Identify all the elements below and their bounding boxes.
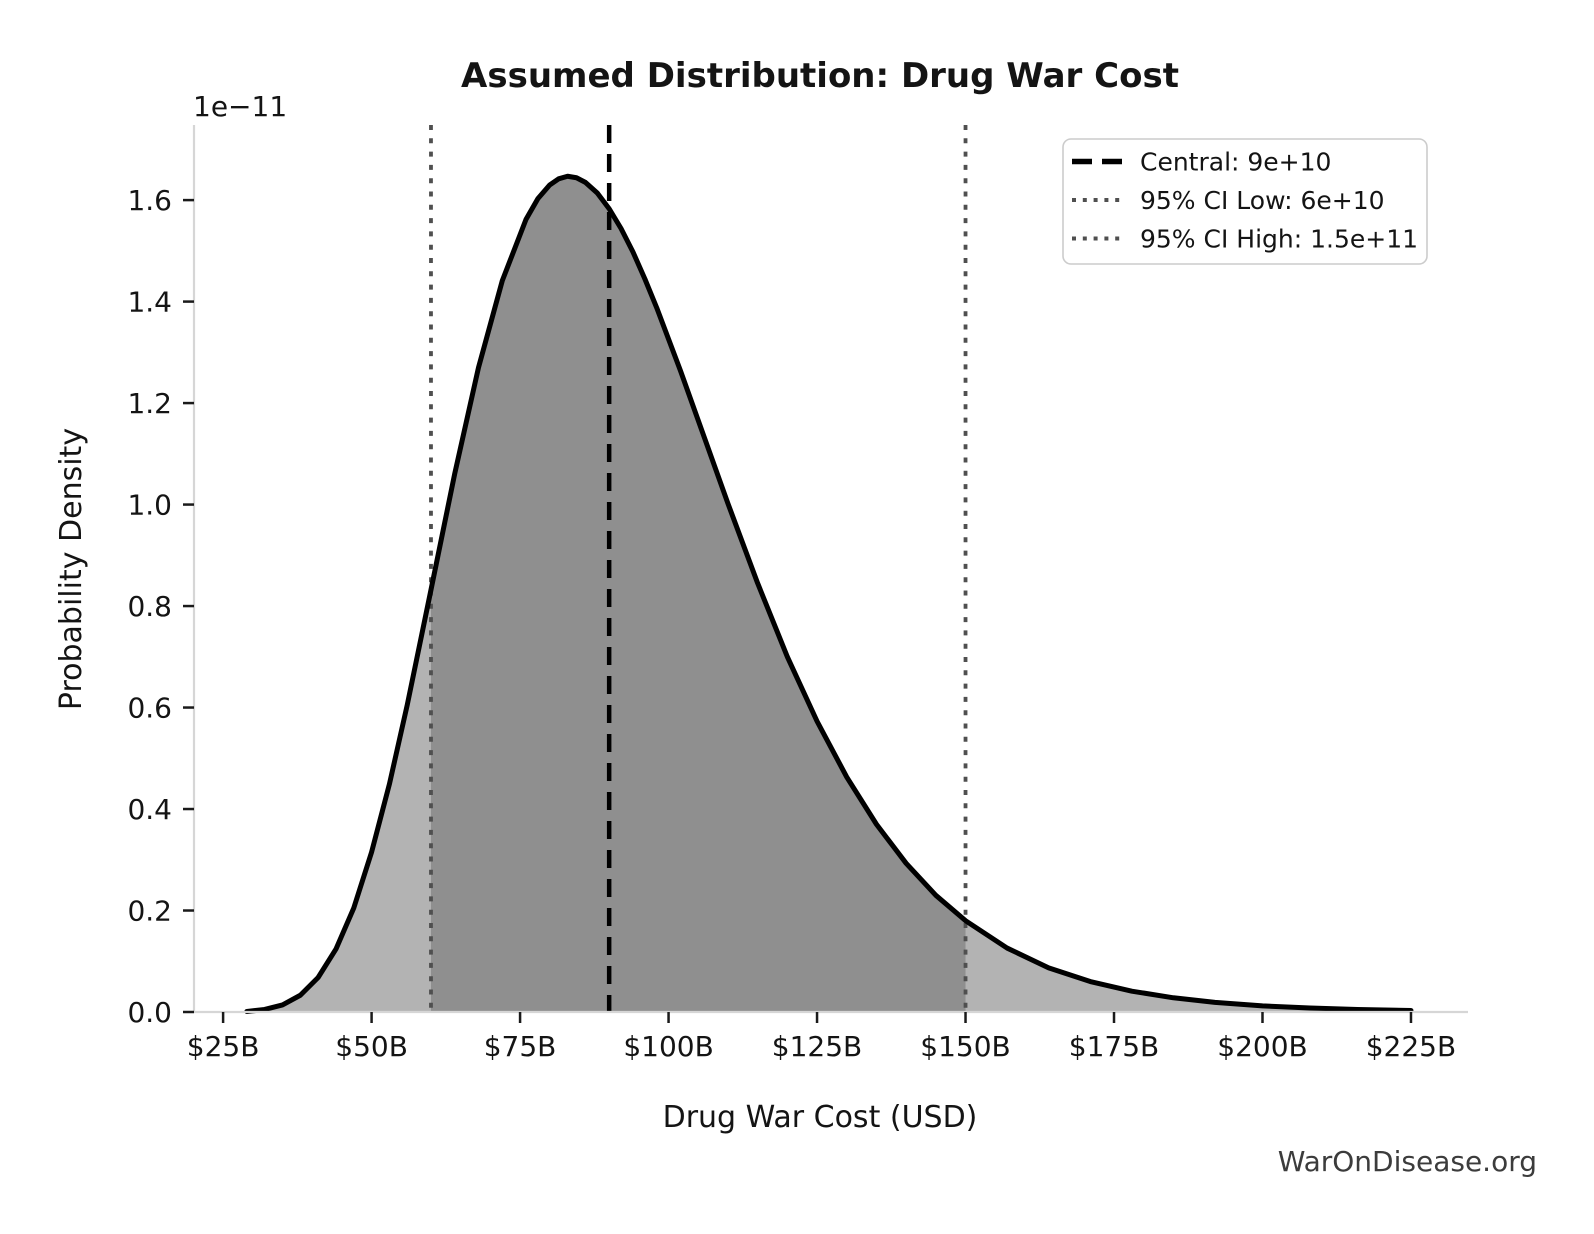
x-tick-label: $125B: [772, 1030, 862, 1063]
x-axis-ticks: $25B $50B $75B $100B $125B $150B $175B $200B $22…: [187, 1012, 1456, 1063]
watermark: WarOnDisease.org: [1278, 1145, 1537, 1178]
x-tick-label: $150B: [920, 1030, 1010, 1063]
legend-label-ci95-low: 95% CI Low: 6e+10: [1140, 186, 1385, 215]
x-tick-label: $100B: [623, 1030, 713, 1063]
density-fill-areas: [246, 176, 1411, 1012]
density-curve-line: [244, 173, 1414, 1014]
marker-lines: [429, 125, 968, 1012]
density-curve: [244, 173, 1414, 1014]
x-tick-label: $200B: [1217, 1030, 1307, 1063]
legend-label-ci95-high: 95% CI High: 1.5e+11: [1140, 225, 1418, 254]
y-tick-label: 1.6: [127, 184, 172, 217]
chart-title: Assumed Distribution: Drug War Cost: [461, 56, 1179, 96]
legend: Central: 9e+10 95% CI Low: 6e+10 95% CI Hi…: [1062, 138, 1428, 265]
y-axis-label: Probability Density: [54, 428, 89, 710]
y-axis-offset-label: 1e−11: [193, 90, 287, 123]
y-tick-label: 1.4: [127, 286, 172, 319]
y-tick-label: 0.2: [127, 895, 172, 928]
density-fill-ci-band: [430, 176, 966, 1012]
axes: [192, 125, 1468, 1014]
x-tick-label: $175B: [1069, 1030, 1159, 1063]
y-tick-label: 1.0: [127, 489, 172, 522]
y-tick-label: 1.2: [127, 387, 172, 420]
legend-box: [1062, 138, 1428, 265]
y-tick-label: 0.4: [127, 793, 172, 826]
y-tick-label: 0.6: [127, 692, 172, 725]
legend-label-central: Central: 9e+10: [1140, 148, 1331, 177]
x-tick-label: $50B: [335, 1030, 408, 1063]
x-axis-label: Drug War Cost (USD): [663, 1100, 978, 1135]
x-tick-label: $75B: [484, 1030, 557, 1063]
y-tick-label: 0.0: [127, 996, 172, 1029]
y-axis-ticks: 0.0 0.2 0.4 0.6 0.8 1.0 1.2 1.4 1.6: [127, 184, 194, 1029]
x-tick-label: $25B: [187, 1030, 260, 1063]
x-tick-label: $225B: [1366, 1030, 1456, 1063]
y-tick-label: 0.8: [127, 590, 172, 623]
